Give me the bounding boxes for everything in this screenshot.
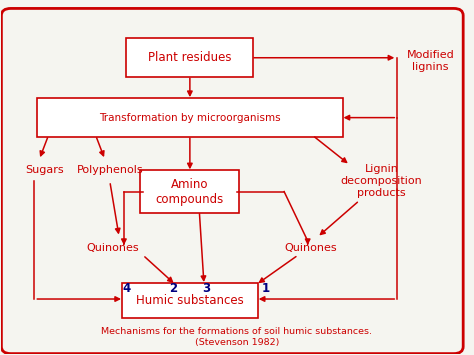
Text: 3: 3 [202,282,210,295]
Text: Amino
compounds: Amino compounds [156,178,224,206]
Text: Polyphenols: Polyphenols [77,165,144,175]
Text: Plant residues: Plant residues [148,51,232,64]
Text: (Stevenson 1982): (Stevenson 1982) [195,338,279,347]
Text: Modified
lignins: Modified lignins [407,50,455,72]
FancyBboxPatch shape [36,98,343,137]
Text: Sugars: Sugars [25,165,64,175]
Text: Mechanisms for the formations of soil humic substances.: Mechanisms for the formations of soil hu… [101,327,373,336]
Text: 1: 1 [261,282,269,295]
Text: 2: 2 [169,282,177,295]
Text: Quinones: Quinones [284,243,337,253]
FancyBboxPatch shape [121,283,258,318]
Text: Transformation by microorganisms: Transformation by microorganisms [99,113,281,122]
FancyBboxPatch shape [140,170,239,213]
Text: Lignin
decomposition
products: Lignin decomposition products [341,164,422,198]
Text: Humic substances: Humic substances [136,294,244,307]
Text: 4: 4 [122,282,130,295]
FancyBboxPatch shape [1,9,463,354]
Text: Quinones: Quinones [86,243,139,253]
FancyBboxPatch shape [126,38,254,77]
